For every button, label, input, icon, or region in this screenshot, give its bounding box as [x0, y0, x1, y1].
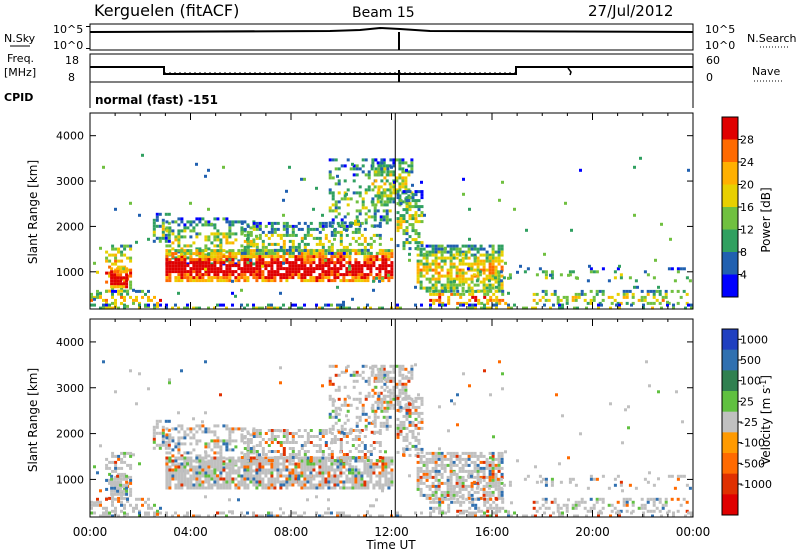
xtick-label: 08:00 [274, 525, 309, 539]
xlabel: Time UT [365, 538, 416, 552]
ytick-label: 1000 [56, 473, 84, 486]
colorbar-swatch [722, 252, 738, 275]
colorbar-tick-label: 25 [740, 395, 754, 408]
xtick-label: 00:00 [676, 525, 711, 539]
velocity-scatter [90, 319, 693, 518]
freq-tick-top: 18 [65, 54, 79, 67]
power-yaxis: 4000 3000 2000 1000 [56, 113, 694, 309]
freq-tick-bottom: 8 [68, 71, 75, 84]
nsearch-tick-bottom: 10^0 [705, 39, 735, 52]
colorbar-swatch [722, 349, 738, 371]
cpid-label: CPID [4, 91, 33, 104]
velocity-colorbar: 1000 500 100 25 -25 -100 -500 -1000 [721, 328, 772, 516]
beam-title: Beam 15 [352, 5, 415, 21]
freq-panel: Freq. [MHz] 18 8 60 0 Nave CPID [4, 52, 782, 104]
time-axis: 00:00 04:00 08:00 12:00 16:00 20:00 00:00 [73, 525, 711, 539]
power-colorbar: 28 24 20 16 12 8 4 [721, 116, 754, 298]
xtick-label: 20:00 [575, 525, 610, 539]
station-title: Kerguelen (fitACF) [94, 1, 239, 20]
power-cbar-label: Power [dB] [759, 187, 773, 252]
power-panel: 4000 3000 2000 1000 Slant Range [km] [26, 112, 694, 310]
power-scatter [90, 113, 693, 310]
nsearch-label: N.Search [747, 32, 797, 45]
nave-label: Nave [752, 65, 780, 78]
colorbar-swatch [722, 117, 738, 140]
colorbar-swatch [722, 207, 738, 230]
power-points [90, 153, 693, 310]
xtick-label: 04:00 [173, 525, 208, 539]
colorbar-swatch [722, 184, 738, 208]
xtick-label: 16:00 [475, 525, 510, 539]
colorbar-tick-label: 1000 [740, 333, 768, 346]
velocity-points [90, 360, 693, 518]
cpid-row: normal (fast) -151 [89, 82, 694, 108]
ytick-label: 4000 [56, 130, 84, 143]
power-ylabel: Slant Range [km] [26, 160, 40, 264]
colorbar-tick-label: -25 [740, 416, 758, 429]
freq-line [90, 66, 693, 75]
cpid-value: normal (fast) -151 [95, 93, 218, 107]
ytick-label: 2000 [56, 220, 84, 233]
nsky-panel: N.Sky 10^5 10^0 10^5 10^0 N.Search [4, 23, 797, 52]
colorbar-tick-label: -1000 [740, 478, 772, 491]
colorbar-swatch [722, 391, 738, 413]
colorbar-tick-label: 500 [740, 354, 761, 367]
colorbar-tick-label: 12 [740, 224, 754, 237]
xtick-label: 12:00 [374, 525, 409, 539]
colorbar-swatch [722, 329, 738, 351]
velocity-cbar-label: Velocity [m s-1] [759, 375, 773, 465]
nsky-tick-bottom: 10^0 [53, 39, 83, 52]
xtick-label: 00:00 [73, 525, 108, 539]
ytick-label: 1000 [56, 266, 84, 279]
colorbar-swatch [722, 494, 738, 516]
freq-label-1: Freq. [7, 52, 34, 65]
colorbar-tick-label: 16 [740, 201, 754, 214]
colorbar-tick-label: -500 [740, 457, 765, 470]
nsky-tick-top: 10^5 [53, 23, 83, 36]
colorbar-swatch [722, 139, 738, 163]
colorbar-tick-label: 24 [740, 156, 754, 169]
velocity-ylabel: Slant Range [km] [26, 368, 40, 472]
colorbar-swatch [722, 432, 738, 454]
date-title: 27/Jul/2012 [588, 2, 673, 20]
nsky-label: N.Sky [4, 32, 36, 45]
colorbar-tick-label: -100 [740, 437, 765, 450]
ytick-label: 4000 [56, 336, 84, 349]
colorbar-swatch [722, 229, 738, 253]
velocity-yaxis: 4000 3000 2000 1000 [56, 319, 694, 517]
ytick-label: 3000 [56, 382, 84, 395]
colorbar-swatch [722, 411, 738, 433]
nave-tick-top: 60 [706, 54, 720, 67]
colorbar-tick-label: 20 [740, 179, 754, 192]
nave-tick-bottom: 0 [706, 71, 713, 84]
colorbar-swatch [722, 162, 738, 185]
colorbar-swatch [722, 473, 738, 495]
ytick-label: 2000 [56, 428, 84, 441]
nsky-line [89, 26, 694, 33]
freq-label-2: [MHz] [4, 66, 36, 79]
colorbar-swatch [722, 370, 738, 392]
ytick-label: 3000 [56, 175, 84, 188]
nsearch-tick-top: 10^5 [705, 23, 735, 36]
colorbar-tick-label: 28 [740, 134, 754, 147]
velocity-panel: 4000 3000 2000 1000 Slant Range [km] [26, 318, 694, 518]
colorbar-tick-label: 4 [740, 269, 747, 282]
colorbar-tick-label: 8 [740, 246, 747, 259]
colorbar-swatch [722, 274, 738, 298]
colorbar-tick-label: 100 [740, 375, 761, 388]
colorbar-swatch [722, 453, 738, 475]
